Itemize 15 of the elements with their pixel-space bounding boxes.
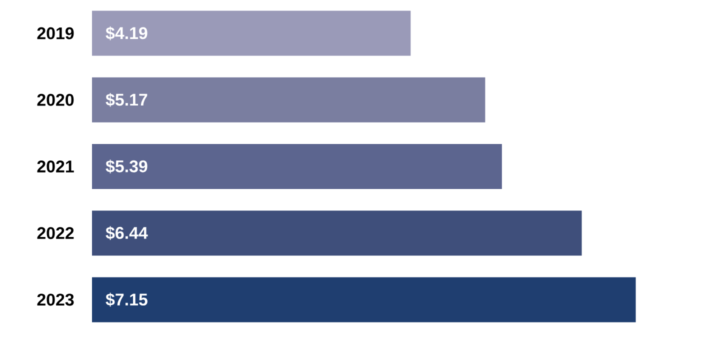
bar <box>92 10 411 56</box>
data-label: $5.17 <box>106 92 148 107</box>
data-label: $6.44 <box>106 226 148 240</box>
bar <box>92 77 486 122</box>
y-tick-label: 2020 <box>37 94 74 106</box>
bar <box>92 144 502 190</box>
y-tick-label: 2022 <box>37 227 74 240</box>
y-tick-label: 2021 <box>37 160 74 173</box>
data-label: $4.19 <box>106 26 148 40</box>
data-label: $5.39 <box>106 160 148 174</box>
y-tick-label: 2023 <box>37 294 74 306</box>
bar <box>92 277 636 322</box>
bar <box>92 210 582 256</box>
y-tick-label: 2019 <box>37 27 74 40</box>
data-label: $7.15 <box>106 292 148 307</box>
